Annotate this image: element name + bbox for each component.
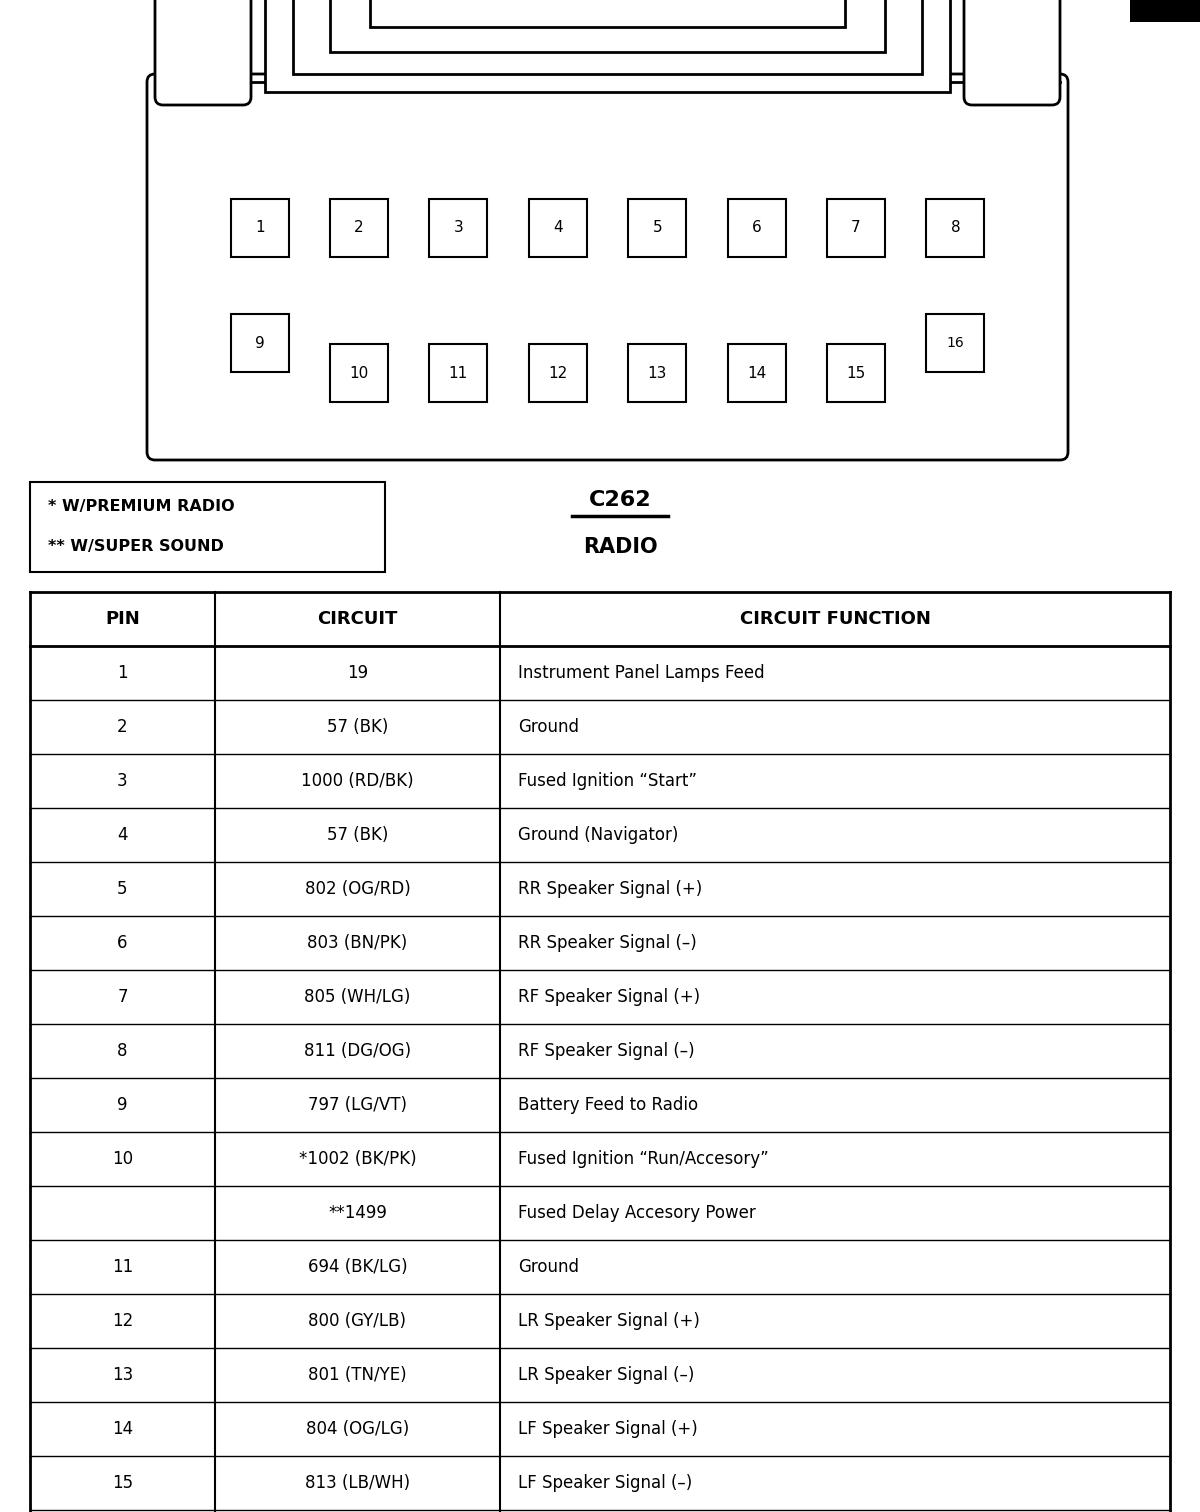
Text: 15: 15 — [846, 366, 865, 381]
Bar — [727, 200, 786, 257]
FancyBboxPatch shape — [148, 74, 1068, 460]
FancyBboxPatch shape — [155, 0, 251, 104]
Text: RR Speaker Signal (+): RR Speaker Signal (+) — [518, 880, 702, 898]
Text: Ground (Navigator): Ground (Navigator) — [518, 826, 678, 844]
Text: Instrument Panel Lamps Feed: Instrument Panel Lamps Feed — [518, 664, 764, 682]
Bar — [230, 314, 289, 372]
Text: 1: 1 — [118, 664, 128, 682]
Text: Fused Ignition “Run/Accesory”: Fused Ignition “Run/Accesory” — [518, 1151, 769, 1167]
Text: ** W/SUPER SOUND: ** W/SUPER SOUND — [48, 540, 224, 555]
Text: 9: 9 — [118, 1096, 127, 1114]
Text: 14: 14 — [112, 1420, 133, 1438]
Text: 8: 8 — [118, 1042, 127, 1060]
Text: 11: 11 — [112, 1258, 133, 1276]
Bar — [1130, 0, 1200, 23]
Text: 4: 4 — [118, 826, 127, 844]
Text: 2: 2 — [118, 718, 128, 736]
Bar — [628, 345, 686, 402]
Bar — [30, 482, 385, 572]
Text: 5: 5 — [118, 880, 127, 898]
Text: 57 (BK): 57 (BK) — [326, 826, 388, 844]
Text: 804 (OG/LG): 804 (OG/LG) — [306, 1420, 409, 1438]
Text: 15: 15 — [112, 1474, 133, 1492]
Text: 8: 8 — [950, 221, 960, 236]
Text: RR Speaker Signal (–): RR Speaker Signal (–) — [518, 934, 697, 953]
Bar — [330, 0, 886, 51]
Text: LF Speaker Signal (+): LF Speaker Signal (+) — [518, 1420, 697, 1438]
Text: LR Speaker Signal (–): LR Speaker Signal (–) — [518, 1365, 695, 1383]
Text: 11: 11 — [449, 366, 468, 381]
Text: LR Speaker Signal (+): LR Speaker Signal (+) — [518, 1312, 700, 1331]
Text: 10: 10 — [349, 366, 368, 381]
Text: 6: 6 — [118, 934, 127, 953]
Text: **1499: **1499 — [328, 1204, 386, 1222]
Text: 694 (BK/LG): 694 (BK/LG) — [307, 1258, 407, 1276]
Text: 797 (LG/VT): 797 (LG/VT) — [308, 1096, 407, 1114]
Text: LF Speaker Signal (–): LF Speaker Signal (–) — [518, 1474, 692, 1492]
Text: 7: 7 — [118, 987, 127, 1005]
Text: 4: 4 — [553, 221, 563, 236]
Text: 813 (LB/WH): 813 (LB/WH) — [305, 1474, 410, 1492]
Text: 811 (DG/OG): 811 (DG/OG) — [304, 1042, 412, 1060]
Text: CIRCUIT: CIRCUIT — [317, 609, 397, 627]
Text: RADIO: RADIO — [583, 537, 658, 556]
Text: 12: 12 — [548, 366, 568, 381]
Text: C262: C262 — [589, 490, 652, 510]
Bar — [628, 200, 686, 257]
Text: *1002 (BK/PK): *1002 (BK/PK) — [299, 1151, 416, 1167]
Text: 10: 10 — [112, 1151, 133, 1167]
Text: 1: 1 — [254, 221, 264, 236]
Bar — [430, 345, 487, 402]
Text: 5: 5 — [653, 221, 662, 236]
Bar — [926, 314, 984, 372]
Text: 800 (GY/LB): 800 (GY/LB) — [308, 1312, 407, 1331]
Bar — [529, 345, 587, 402]
Text: RF Speaker Signal (+): RF Speaker Signal (+) — [518, 987, 700, 1005]
Text: 803 (BN/PK): 803 (BN/PK) — [307, 934, 408, 953]
Bar — [727, 345, 786, 402]
Text: 6: 6 — [751, 221, 762, 236]
Bar — [265, 0, 950, 92]
Text: 16: 16 — [947, 336, 964, 349]
Text: 13: 13 — [112, 1365, 133, 1383]
Text: 801 (TN/YE): 801 (TN/YE) — [308, 1365, 407, 1383]
Text: 9: 9 — [254, 336, 264, 351]
Text: Ground: Ground — [518, 1258, 580, 1276]
Text: 2: 2 — [354, 221, 364, 236]
Text: Battery Feed to Radio: Battery Feed to Radio — [518, 1096, 698, 1114]
Text: 19: 19 — [347, 664, 368, 682]
Text: PIN: PIN — [106, 609, 140, 627]
Text: 7: 7 — [851, 221, 860, 236]
Text: 805 (WH/LG): 805 (WH/LG) — [305, 987, 410, 1005]
Text: 12: 12 — [112, 1312, 133, 1331]
Text: 1000 (RD/BK): 1000 (RD/BK) — [301, 773, 414, 789]
Bar — [430, 200, 487, 257]
Text: RF Speaker Signal (–): RF Speaker Signal (–) — [518, 1042, 695, 1060]
Text: 802 (OG/RD): 802 (OG/RD) — [305, 880, 410, 898]
Bar — [230, 200, 289, 257]
Bar — [330, 200, 388, 257]
Bar — [827, 200, 884, 257]
Text: 13: 13 — [648, 366, 667, 381]
Text: CIRCUIT FUNCTION: CIRCUIT FUNCTION — [739, 609, 930, 627]
Bar — [330, 345, 388, 402]
Text: 14: 14 — [746, 366, 766, 381]
Text: Fused Delay Accesory Power: Fused Delay Accesory Power — [518, 1204, 756, 1222]
Bar — [370, 0, 845, 27]
Text: 3: 3 — [118, 773, 128, 789]
FancyBboxPatch shape — [964, 0, 1060, 104]
Text: 57 (BK): 57 (BK) — [326, 718, 388, 736]
Bar — [827, 345, 884, 402]
Text: Ground: Ground — [518, 718, 580, 736]
Text: Fused Ignition “Start”: Fused Ignition “Start” — [518, 773, 697, 789]
Bar — [293, 0, 922, 74]
Bar — [529, 200, 587, 257]
Text: 3: 3 — [454, 221, 463, 236]
Text: * W/PREMIUM RADIO: * W/PREMIUM RADIO — [48, 499, 235, 514]
Bar — [926, 200, 984, 257]
